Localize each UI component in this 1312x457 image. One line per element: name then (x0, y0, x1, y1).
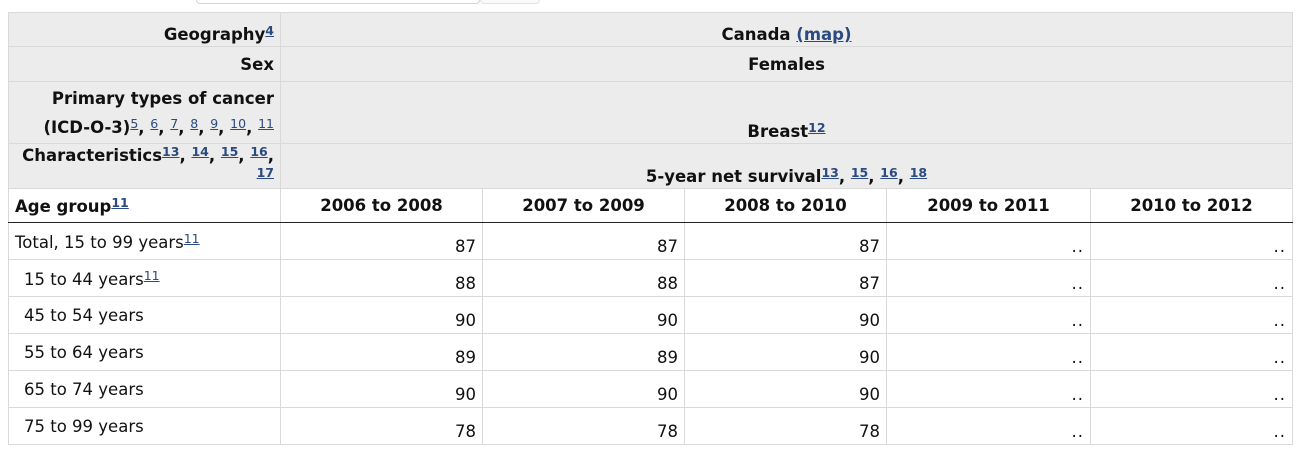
table-row: 75 to 99 years 78 78 78 .. .. (8, 407, 1294, 445)
footnote-link[interactable]: 15 (220, 144, 239, 159)
geography-value-cell: Canada (map) (279, 12, 1294, 47)
period-header: 2009 to 2011 (886, 188, 1091, 223)
data-cell: 89 (280, 333, 483, 371)
footnote-link[interactable]: 5 (130, 115, 139, 131)
footnote-link[interactable]: 11 (111, 195, 129, 210)
footnote-link[interactable]: 8 (190, 115, 199, 131)
data-cell: .. (1089, 259, 1294, 297)
data-cell: 87 (280, 222, 483, 260)
footnote-link[interactable]: 11 (143, 267, 160, 283)
search-input[interactable] (196, 0, 480, 4)
data-cell: 90 (684, 333, 887, 371)
data-cell: 88 (482, 259, 685, 297)
geography-label: Geography (163, 25, 266, 44)
data-cell: .. (1089, 333, 1294, 371)
data-cell: .. (886, 222, 1091, 260)
column-header-row: Age group11 2006 to 2008 2007 to 2009 20… (8, 188, 1294, 223)
period-header: 2006 to 2008 (280, 188, 483, 223)
data-cell: .. (1089, 370, 1294, 408)
row-label: Total, 15 to 99 years (15, 232, 184, 252)
cancer-type-label-cell: Primary types of cancer (ICD-O-3)5, 6, 7… (8, 81, 281, 144)
data-cell: 78 (280, 407, 483, 445)
table-row: 45 to 54 years 90 90 90 .. .. (8, 296, 1294, 334)
row-label-cell: 15 to 44 years11 (8, 259, 281, 297)
footnote-link[interactable]: 13 (162, 144, 180, 159)
data-cell: 90 (280, 370, 483, 408)
data-cell: 90 (482, 296, 685, 334)
characteristics-label-cell: Characteristics13, 14, 15, 16, 17 (8, 143, 281, 189)
row-label: 15 to 44 years (24, 269, 144, 289)
characteristics-value-cell: 5-year net survival13, 15, 16, 18 (279, 143, 1294, 189)
cancer-type-value-cell: Breast12 (279, 81, 1294, 144)
data-cell: 87 (482, 222, 685, 260)
footnote-link[interactable]: 11 (258, 115, 274, 131)
search-button[interactable] (480, 0, 540, 4)
map-link[interactable]: (map) (796, 25, 852, 44)
period-header: 2008 to 2010 (684, 188, 887, 223)
table-row: Total, 15 to 99 years11 87 87 87 .. .. (8, 222, 1294, 260)
footnote-link[interactable]: 4 (265, 23, 274, 38)
period-header: 2007 to 2009 (482, 188, 685, 223)
footnote-link[interactable]: 17 (256, 165, 274, 180)
footnote-link[interactable]: 7 (170, 115, 179, 131)
data-cell: .. (886, 407, 1091, 445)
period-header: 2010 to 2012 (1089, 188, 1294, 223)
table-row: 55 to 64 years 89 89 90 .. .. (8, 333, 1294, 371)
data-cell: 89 (482, 333, 685, 371)
top-toolbar-remnant (0, 0, 1312, 6)
sex-row: Sex Females (8, 46, 1294, 82)
sex-value: Females (279, 46, 1294, 82)
table-row: 15 to 44 years11 88 88 87 .. .. (8, 259, 1294, 297)
data-cell: .. (886, 296, 1091, 334)
footnote-link[interactable]: 9 (210, 115, 219, 131)
survival-table: Geography4 Canada (map) Sex Females Prim… (8, 12, 1294, 445)
data-cell: 87 (684, 259, 887, 297)
footnote-link[interactable]: 10 (230, 115, 247, 131)
footnote-link[interactable]: 16 (880, 165, 898, 180)
geography-value: Canada (721, 25, 791, 44)
geography-label-cell: Geography4 (8, 12, 281, 47)
characteristics-label: Characteristics (22, 146, 163, 165)
cancer-type-value: Breast (747, 122, 809, 141)
data-cell: 88 (280, 259, 483, 297)
data-cell: 90 (684, 296, 887, 334)
age-group-header-cell: Age group11 (8, 188, 281, 223)
data-cell: 87 (684, 222, 887, 260)
cancer-type-row: Primary types of cancer (ICD-O-3)5, 6, 7… (8, 81, 1294, 144)
row-label: 75 to 99 years (8, 407, 281, 445)
footnote-link[interactable]: 15 (850, 165, 869, 180)
data-cell: .. (886, 259, 1091, 297)
table-row: 65 to 74 years 90 90 90 .. .. (8, 370, 1294, 408)
cancer-type-label-line1: Primary types of cancer (51, 88, 274, 108)
sex-label: Sex (8, 46, 281, 82)
footnote-link[interactable]: 14 (191, 144, 209, 159)
data-cell: 78 (684, 407, 887, 445)
footnote-link[interactable]: 18 (909, 165, 928, 180)
geography-row: Geography4 Canada (map) (8, 12, 1294, 47)
characteristics-value: 5-year net survival (645, 167, 822, 186)
age-group-header: Age group (15, 197, 112, 216)
footnote-link[interactable]: 13 (821, 165, 839, 180)
data-cell: 78 (482, 407, 685, 445)
footnote-link[interactable]: 6 (150, 115, 159, 131)
row-label: 55 to 64 years (8, 333, 281, 371)
data-cell: 90 (684, 370, 887, 408)
data-cell: .. (1089, 222, 1294, 260)
data-cell: .. (886, 370, 1091, 408)
footnote-link[interactable]: 16 (250, 144, 268, 159)
footnote-link[interactable]: 11 (183, 230, 200, 246)
row-label: 65 to 74 years (8, 370, 281, 408)
characteristics-row: Characteristics13, 14, 15, 16, 17 5-year… (8, 143, 1294, 189)
row-label: 45 to 54 years (8, 296, 281, 334)
data-cell: 90 (482, 370, 685, 408)
data-cell: .. (1089, 407, 1294, 445)
footnote-link[interactable]: 12 (808, 120, 826, 135)
data-cell: .. (886, 333, 1091, 371)
row-label-cell: Total, 15 to 99 years11 (8, 222, 281, 260)
data-cell: .. (1089, 296, 1294, 334)
data-cell: 90 (280, 296, 483, 334)
cancer-type-label-line2: (ICD-O-3)5, 6, 7, 8, 9, 10, 11 (43, 115, 274, 137)
